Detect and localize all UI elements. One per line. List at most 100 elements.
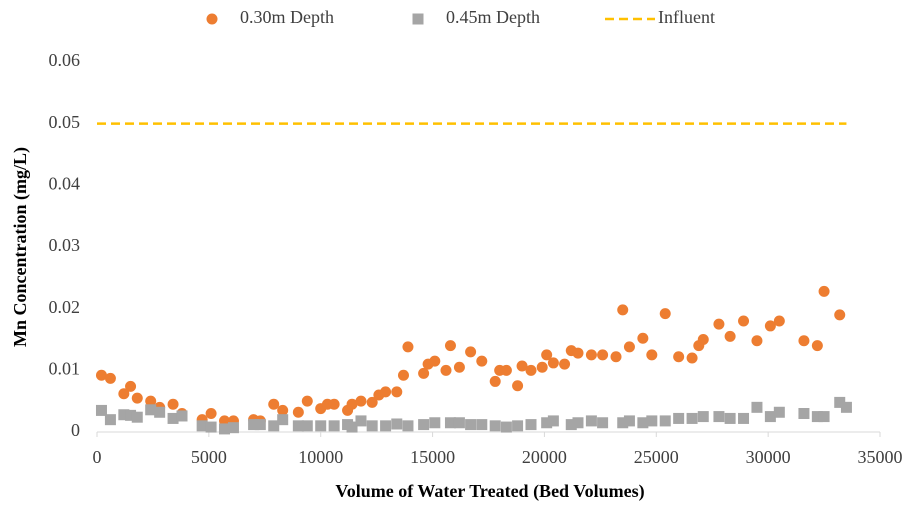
point [292, 420, 304, 432]
point [104, 372, 116, 384]
point [751, 401, 763, 413]
y-tick-label: 0.03 [49, 235, 81, 255]
point [512, 380, 524, 392]
point [834, 396, 846, 408]
point [724, 412, 736, 424]
point [366, 420, 378, 432]
point [489, 420, 501, 432]
point [277, 404, 289, 416]
point [205, 408, 217, 419]
point [118, 409, 130, 421]
point [391, 386, 403, 398]
point [429, 355, 441, 367]
x-tick-label: 35000 [858, 447, 903, 467]
point [541, 349, 553, 361]
point [366, 396, 378, 408]
point [597, 349, 609, 361]
x-tick-label: 25000 [634, 447, 679, 467]
point [617, 417, 629, 429]
point [131, 392, 143, 404]
point [798, 408, 810, 419]
point [418, 367, 430, 379]
point [453, 417, 465, 429]
point [402, 420, 414, 432]
point [440, 364, 452, 376]
point [738, 315, 750, 327]
point [397, 369, 409, 381]
point [547, 415, 559, 427]
point [798, 335, 810, 347]
point [516, 360, 528, 372]
point [724, 330, 736, 342]
point [811, 340, 823, 352]
point [713, 411, 725, 423]
point [637, 417, 649, 429]
point [764, 320, 776, 332]
y-tick-label: 0.06 [49, 50, 81, 70]
point [697, 334, 709, 345]
legend-marker [412, 13, 424, 25]
point [697, 411, 709, 423]
point [402, 341, 414, 353]
point [536, 361, 548, 373]
point [512, 420, 524, 432]
point [500, 421, 512, 433]
point [227, 422, 239, 434]
x-tick-label: 20000 [522, 447, 567, 467]
point [713, 318, 725, 330]
point [476, 419, 488, 431]
point [248, 419, 260, 431]
x-tick-label: 0 [93, 447, 102, 467]
y-axis-title: Mn Concentration (mg/L) [10, 147, 31, 347]
point [346, 421, 358, 433]
point [572, 347, 584, 359]
point [646, 349, 658, 361]
point [686, 352, 698, 364]
point [380, 420, 392, 432]
point [167, 398, 179, 410]
point [597, 417, 609, 429]
point [355, 415, 367, 427]
point [328, 420, 340, 432]
point [145, 395, 157, 407]
point [219, 423, 231, 435]
y-tick-label: 0.02 [49, 297, 81, 317]
point [585, 415, 597, 427]
point [547, 357, 559, 369]
point [104, 414, 116, 426]
point [125, 409, 137, 421]
point [391, 418, 403, 430]
point [818, 411, 830, 423]
point [277, 414, 289, 426]
point [328, 398, 340, 410]
point [95, 369, 107, 381]
point [610, 351, 622, 363]
point [646, 415, 658, 427]
point [764, 411, 776, 423]
y-tick-label: 0.01 [49, 358, 81, 378]
point [176, 410, 188, 422]
point [489, 375, 501, 387]
point [315, 420, 327, 432]
legend-label: 0.45m Depth [446, 7, 540, 27]
point [125, 380, 137, 392]
point [500, 364, 512, 376]
y-tick-label: 0.04 [49, 173, 81, 193]
point [751, 335, 763, 347]
point [453, 361, 465, 373]
point [268, 398, 280, 410]
point [525, 364, 537, 376]
point [585, 349, 597, 361]
point [686, 412, 698, 424]
point [465, 419, 477, 431]
point [617, 304, 629, 316]
point [465, 346, 477, 358]
legend-marker [206, 13, 218, 25]
point [673, 412, 685, 424]
point [541, 417, 553, 429]
point [623, 341, 635, 353]
point [444, 417, 456, 429]
point [811, 411, 823, 423]
point [418, 419, 430, 431]
